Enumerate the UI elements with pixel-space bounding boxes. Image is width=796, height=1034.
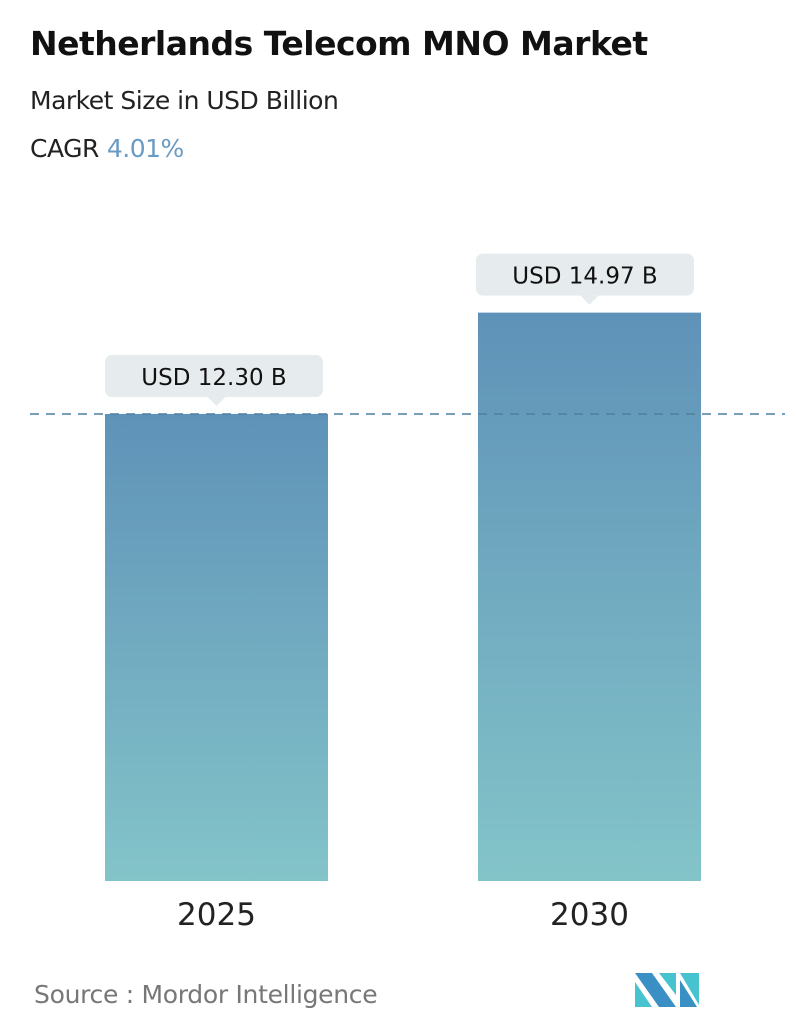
data-label-pointer xyxy=(580,295,599,305)
bar-2025 xyxy=(105,414,328,881)
chart-title: Netherlands Telecom MNO Market xyxy=(30,24,648,63)
x-tick-label: 2030 xyxy=(550,897,629,933)
cagr-label: CAGR xyxy=(30,134,99,163)
cagr: CAGR 4.01% xyxy=(30,134,184,163)
data-label: USD 12.30 B xyxy=(141,365,286,391)
data-label: USD 14.97 B xyxy=(512,264,657,290)
cagr-value: 4.01% xyxy=(106,134,184,163)
data-label-pointer xyxy=(207,397,226,406)
data-label-bg xyxy=(476,253,694,296)
bar-2030 xyxy=(478,312,701,881)
data-label-bg xyxy=(105,355,323,397)
chart-subtitle: Market Size in USD Billion xyxy=(30,86,339,115)
source-text: Source : Mordor Intelligence xyxy=(34,980,378,1009)
x-tick-label: 2025 xyxy=(177,897,256,933)
